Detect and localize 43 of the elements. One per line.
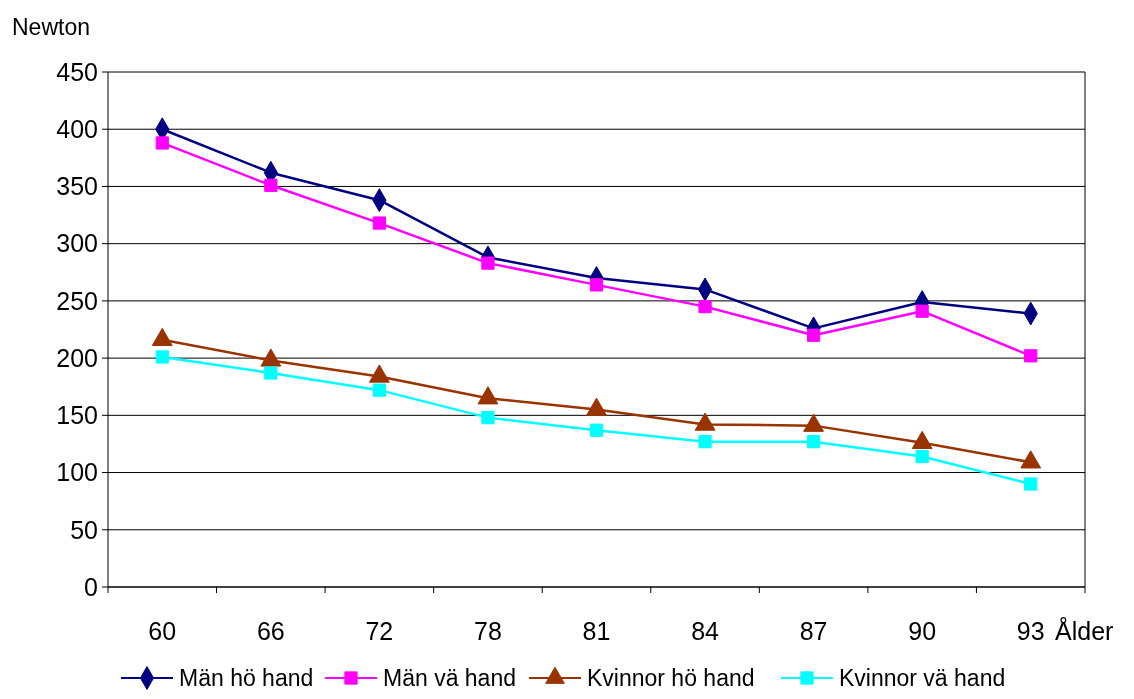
x-tick-label: 93 — [1016, 617, 1045, 645]
point — [155, 350, 169, 364]
point — [589, 278, 604, 292]
point — [155, 136, 169, 150]
x-axis-title: Ålder — [1055, 616, 1114, 645]
point — [806, 328, 821, 342]
x-tick-label: 66 — [256, 617, 285, 645]
point — [372, 216, 387, 230]
legend-label: Män hö hand — [179, 665, 314, 691]
y-tick-label: 400 — [56, 114, 98, 143]
x-tick-label: 72 — [365, 617, 394, 645]
legend-label: Kvinnor hö hand — [587, 665, 755, 691]
x-tick-label: 78 — [474, 617, 502, 645]
point — [372, 383, 387, 397]
y-tick-label: 50 — [70, 515, 98, 544]
x-tick-label: 90 — [908, 617, 937, 645]
point — [481, 411, 495, 425]
x-tick-label: 84 — [691, 617, 720, 645]
x-tick-label: 87 — [799, 617, 828, 645]
y-tick-label: 350 — [56, 172, 98, 201]
point — [698, 299, 712, 314]
y-tick-label: 250 — [56, 286, 98, 315]
y-axis-title: Newton — [12, 14, 90, 40]
point — [915, 304, 929, 318]
point — [698, 435, 712, 449]
point — [1024, 477, 1038, 491]
point — [806, 435, 821, 449]
y-tick-label: 200 — [56, 343, 98, 372]
point — [264, 178, 278, 192]
point — [589, 423, 604, 437]
y-tick-label: 300 — [56, 229, 98, 258]
point — [264, 366, 278, 380]
point — [915, 449, 929, 464]
x-tick-label: 81 — [582, 617, 611, 645]
y-tick-label: 450 — [56, 57, 98, 86]
legend-label: Män vä hand — [383, 665, 516, 691]
y-tick-label: 100 — [56, 458, 98, 487]
legend-label: Kvinnor vä hand — [839, 665, 1006, 691]
y-tick-label: 0 — [84, 572, 98, 601]
point — [481, 256, 495, 270]
x-tick-label: 60 — [148, 617, 177, 645]
point — [1024, 349, 1038, 363]
y-tick-label: 150 — [56, 401, 98, 430]
